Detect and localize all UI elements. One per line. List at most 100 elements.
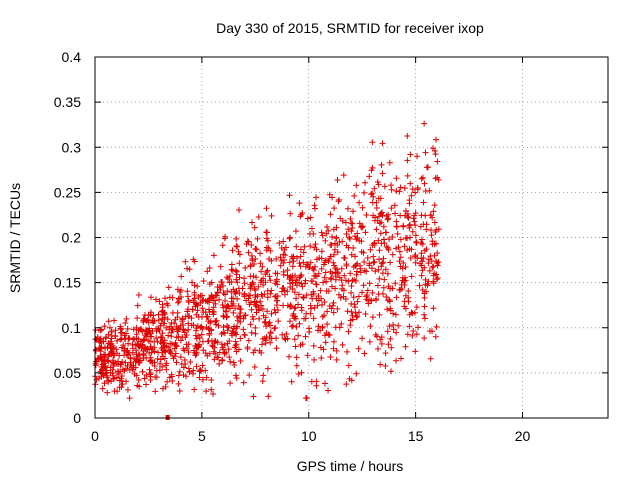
data-point [171, 345, 178, 352]
data-point [251, 364, 258, 371]
data-point [430, 272, 437, 279]
data-point [388, 205, 395, 212]
data-point [222, 297, 229, 304]
data-point [344, 205, 351, 212]
data-point [302, 395, 309, 402]
data-point [117, 323, 124, 330]
data-point [113, 346, 120, 353]
data-point [359, 224, 366, 231]
data-point [372, 268, 379, 275]
data-point [293, 295, 300, 302]
data-point [334, 241, 341, 248]
data-point [321, 298, 328, 305]
data-point [354, 260, 361, 267]
data-point [392, 280, 399, 287]
data-point [225, 324, 232, 331]
data-point [401, 303, 408, 310]
data-point [351, 301, 358, 308]
data-point [397, 254, 404, 261]
data-point [220, 282, 227, 289]
data-point [183, 341, 190, 348]
data-point [333, 356, 340, 363]
data-point [373, 204, 380, 211]
data-point [302, 277, 309, 284]
data-point [203, 388, 210, 395]
data-point [101, 323, 108, 330]
data-point [369, 314, 376, 321]
data-point [237, 357, 244, 364]
data-point [336, 274, 343, 281]
data-point [267, 247, 274, 254]
data-point [249, 219, 256, 226]
data-point [221, 330, 228, 337]
data-point [393, 175, 400, 182]
data-point [177, 287, 184, 294]
data-point [371, 258, 378, 265]
data-point [105, 358, 112, 365]
data-point [336, 196, 343, 203]
data-point [395, 322, 402, 329]
data-point [386, 298, 393, 305]
data-point [428, 232, 435, 239]
data-point [194, 323, 201, 330]
data-point [286, 259, 293, 266]
data-point [159, 308, 166, 315]
data-point [291, 289, 298, 296]
data-point [356, 309, 363, 316]
data-point [210, 390, 217, 397]
data-point [246, 372, 253, 379]
data-point [193, 327, 200, 334]
data-point [362, 229, 369, 236]
data-point [210, 304, 217, 311]
data-point [429, 328, 436, 335]
data-point [99, 385, 106, 392]
data-point [178, 273, 185, 280]
data-point [157, 356, 164, 363]
data-point [319, 232, 326, 239]
data-point [134, 341, 141, 348]
y-tick-label: 0.15 [54, 275, 81, 291]
data-point [169, 377, 176, 384]
data-point [301, 243, 308, 250]
data-point [143, 381, 150, 388]
data-point [391, 202, 398, 209]
data-point [387, 182, 394, 189]
data-point [200, 309, 207, 316]
data-point [290, 322, 297, 329]
y-tick-label: 0 [73, 410, 81, 426]
data-point [231, 344, 238, 351]
data-point [253, 246, 260, 253]
data-point [160, 320, 167, 327]
data-point [332, 276, 339, 283]
data-point [348, 220, 355, 227]
data-point [353, 236, 360, 243]
data-point [307, 259, 314, 266]
data-point [433, 240, 440, 247]
data-point [301, 315, 308, 322]
data-point [159, 311, 166, 318]
data-point [198, 331, 205, 338]
data-point [348, 228, 355, 235]
data-point [118, 344, 125, 351]
data-point [248, 306, 255, 313]
data-point [342, 219, 349, 226]
data-point [284, 267, 291, 274]
data-point [288, 378, 295, 385]
data-point [109, 342, 116, 349]
data-point [350, 245, 357, 252]
data-point [375, 181, 382, 188]
data-point [155, 317, 162, 324]
data-point [325, 387, 332, 394]
data-point [426, 267, 433, 274]
data-point [153, 296, 160, 303]
data-point [222, 291, 228, 298]
data-point [266, 255, 273, 262]
data-point [403, 207, 410, 214]
data-point [429, 264, 436, 271]
data-point [402, 264, 409, 271]
data-point [377, 210, 384, 217]
data-point [406, 311, 413, 318]
data-point [234, 279, 241, 286]
data-point [327, 211, 334, 218]
data-point [299, 283, 306, 290]
